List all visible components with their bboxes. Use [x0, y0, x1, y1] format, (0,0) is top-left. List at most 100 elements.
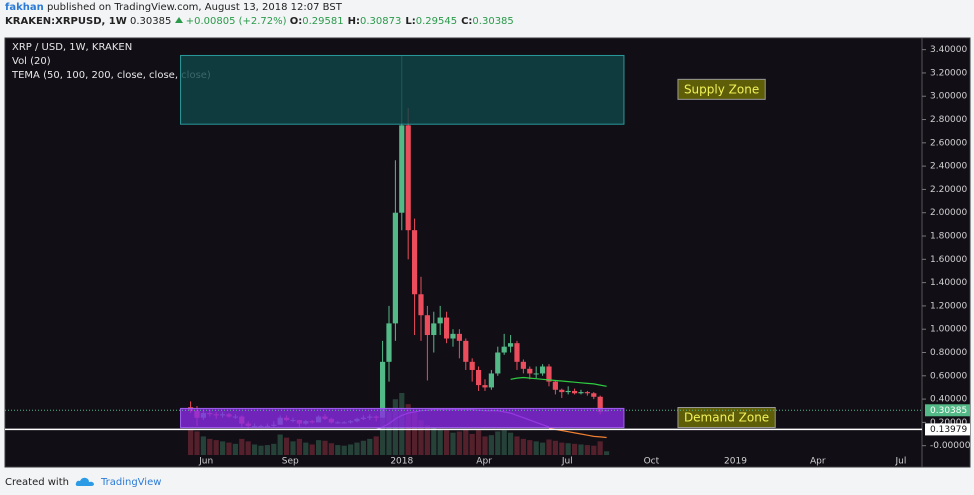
- x-tick-label: Apr: [476, 457, 492, 467]
- y-tick-label: 3.00000: [930, 92, 967, 102]
- candle-body: [431, 323, 437, 336]
- candle-body: [386, 323, 392, 362]
- y-tick-label: 0.20000: [930, 418, 967, 428]
- y-tick-label: 3.40000: [930, 45, 967, 55]
- price-label-box: [925, 404, 970, 417]
- y-tick-label: 0.80000: [930, 348, 967, 358]
- y-tick-label: 2.80000: [930, 115, 967, 125]
- author[interactable]: fakhan: [5, 2, 44, 13]
- volume-bar: [251, 444, 258, 455]
- volume-bar: [591, 445, 597, 455]
- y-tick-label: 3.20000: [930, 68, 967, 78]
- candle-body: [418, 294, 424, 316]
- candle-body: [597, 396, 603, 412]
- logo: [75, 477, 94, 486]
- zone: [180, 407, 625, 429]
- volume-bar: [219, 441, 226, 455]
- volume-bar: [469, 433, 475, 455]
- zone-label-box: [677, 407, 776, 429]
- volume-bar: [386, 411, 392, 455]
- volume-bar: [443, 430, 450, 455]
- candle-body: [501, 346, 507, 353]
- publish-line: fakhan published on TradingView.com, Aug…: [5, 2, 342, 13]
- candle-body: [584, 392, 590, 394]
- volume-bar: [341, 445, 347, 455]
- volume-bar: [463, 428, 469, 455]
- x-tick-label: Jul: [895, 457, 907, 467]
- x-tick-label: Sep: [282, 457, 299, 467]
- published: published on TradingView.com, August 13,…: [46, 2, 342, 13]
- candle-body: [571, 390, 578, 394]
- y-tick-label: 0.40000: [930, 395, 967, 405]
- x-tick-label: Apr: [810, 457, 826, 467]
- volume-bar: [303, 442, 309, 455]
- volume-bar: [264, 445, 270, 455]
- volume-bar: [411, 411, 418, 455]
- ohlc-label: O:: [289, 16, 303, 27]
- volume-bar: [360, 440, 366, 455]
- candle-body: [424, 315, 430, 336]
- symbol: KRAKEN:XRPUSD, 1W: [5, 16, 127, 27]
- volume-bar: [315, 440, 322, 455]
- volume-bar: [431, 427, 437, 455]
- candle-body: [379, 361, 386, 418]
- chart-title: XRP / USD, 1W, KRAKEN: [12, 42, 132, 53]
- volume-bar: [258, 445, 264, 455]
- y-tick-label: 1.80000: [930, 232, 967, 242]
- candle-body: [475, 369, 482, 386]
- y-tick-label: 1.40000: [930, 278, 967, 288]
- candle-body: [533, 373, 539, 375]
- volume-bar: [475, 430, 482, 455]
- volume-bar: [239, 438, 245, 455]
- candle-body: [443, 317, 450, 339]
- x-tick-label: Jun: [198, 457, 213, 467]
- zone-label-text: Demand Zone: [684, 411, 769, 425]
- volume-bar: [482, 436, 488, 455]
- volume-bar: [347, 444, 354, 455]
- brand[interactable]: TradingView: [100, 476, 162, 488]
- quote-line: KRAKEN:XRPUSD, 1W 0.30385 +0.00805 (+2.7…: [5, 16, 518, 27]
- ohlc-value: 0.30385: [472, 16, 514, 27]
- zone: [180, 54, 625, 125]
- volume-bar: [437, 428, 443, 455]
- y-tick-label: 2.00000: [930, 208, 967, 218]
- candle-body: [450, 333, 456, 339]
- y-tick-label: -0.00000: [930, 441, 971, 451]
- candle-body: [520, 361, 526, 369]
- candle-body: [437, 317, 443, 324]
- volume-bar: [501, 430, 507, 455]
- volume-bar: [296, 438, 302, 455]
- volume-bar: [507, 432, 514, 455]
- candle-body: [456, 333, 462, 341]
- volume-bar: [565, 443, 571, 455]
- candle-body: [469, 361, 475, 370]
- candle-body: [546, 366, 552, 382]
- volume-bar: [232, 443, 238, 455]
- volume-bar: [245, 441, 251, 455]
- zone-label: Demand Zone: [677, 407, 776, 429]
- candle-body: [507, 343, 514, 347]
- candle-body: [591, 393, 597, 397]
- candle-body: [527, 368, 533, 374]
- volume-bar: [495, 431, 501, 455]
- y-tick-label: 1.00000: [930, 325, 967, 335]
- x-tick-label: 2019: [724, 457, 747, 467]
- y-tick-label: 1.20000: [930, 301, 967, 311]
- volume-bar: [373, 436, 379, 455]
- volume-bar: [328, 443, 334, 455]
- volume-bar: [271, 443, 277, 455]
- candle-body: [411, 230, 418, 295]
- ohlc: O:0.29581 H:0.30873 L:0.29545 C:0.30385: [290, 16, 518, 27]
- zone-label-box: [677, 78, 766, 100]
- candle-body: [495, 352, 501, 374]
- volume-bar: [200, 436, 206, 455]
- x-tick-label: Oct: [644, 457, 660, 467]
- volume-bar: [424, 425, 430, 455]
- volume-bar: [290, 441, 296, 455]
- candle-body: [552, 381, 558, 390]
- candle-body: [405, 125, 411, 231]
- volume-bar: [546, 439, 552, 455]
- volume-bar: [354, 442, 360, 455]
- candle-body: [578, 392, 584, 394]
